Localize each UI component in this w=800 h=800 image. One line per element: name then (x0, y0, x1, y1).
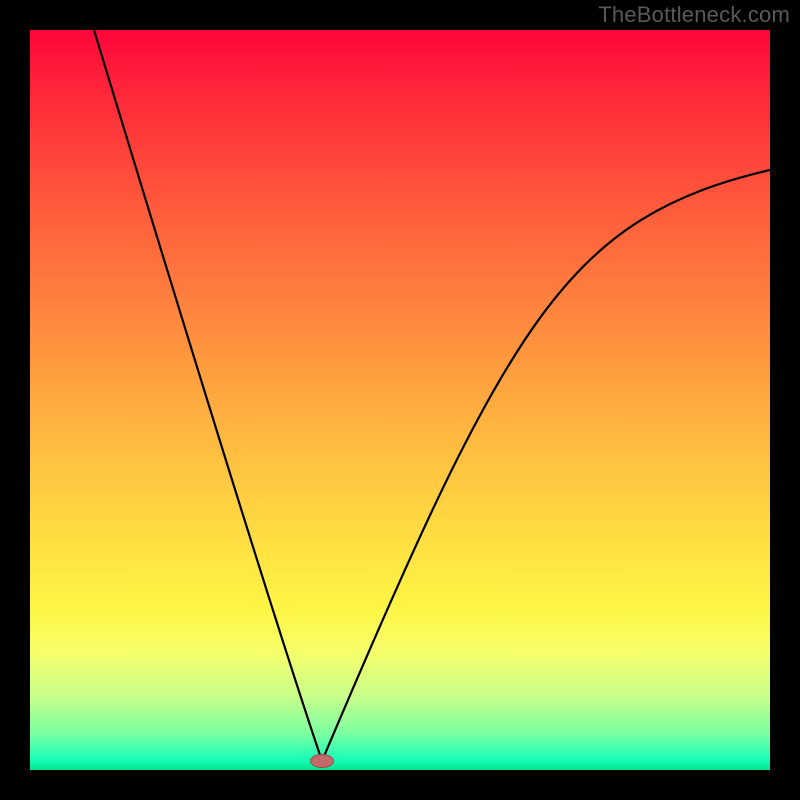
optimal-point-marker (310, 754, 334, 768)
chart-frame: TheBottleneck.com (0, 0, 800, 800)
plot-background (30, 30, 770, 770)
bottleneck-curve-plot (30, 30, 770, 770)
watermark-text: TheBottleneck.com (598, 2, 790, 28)
